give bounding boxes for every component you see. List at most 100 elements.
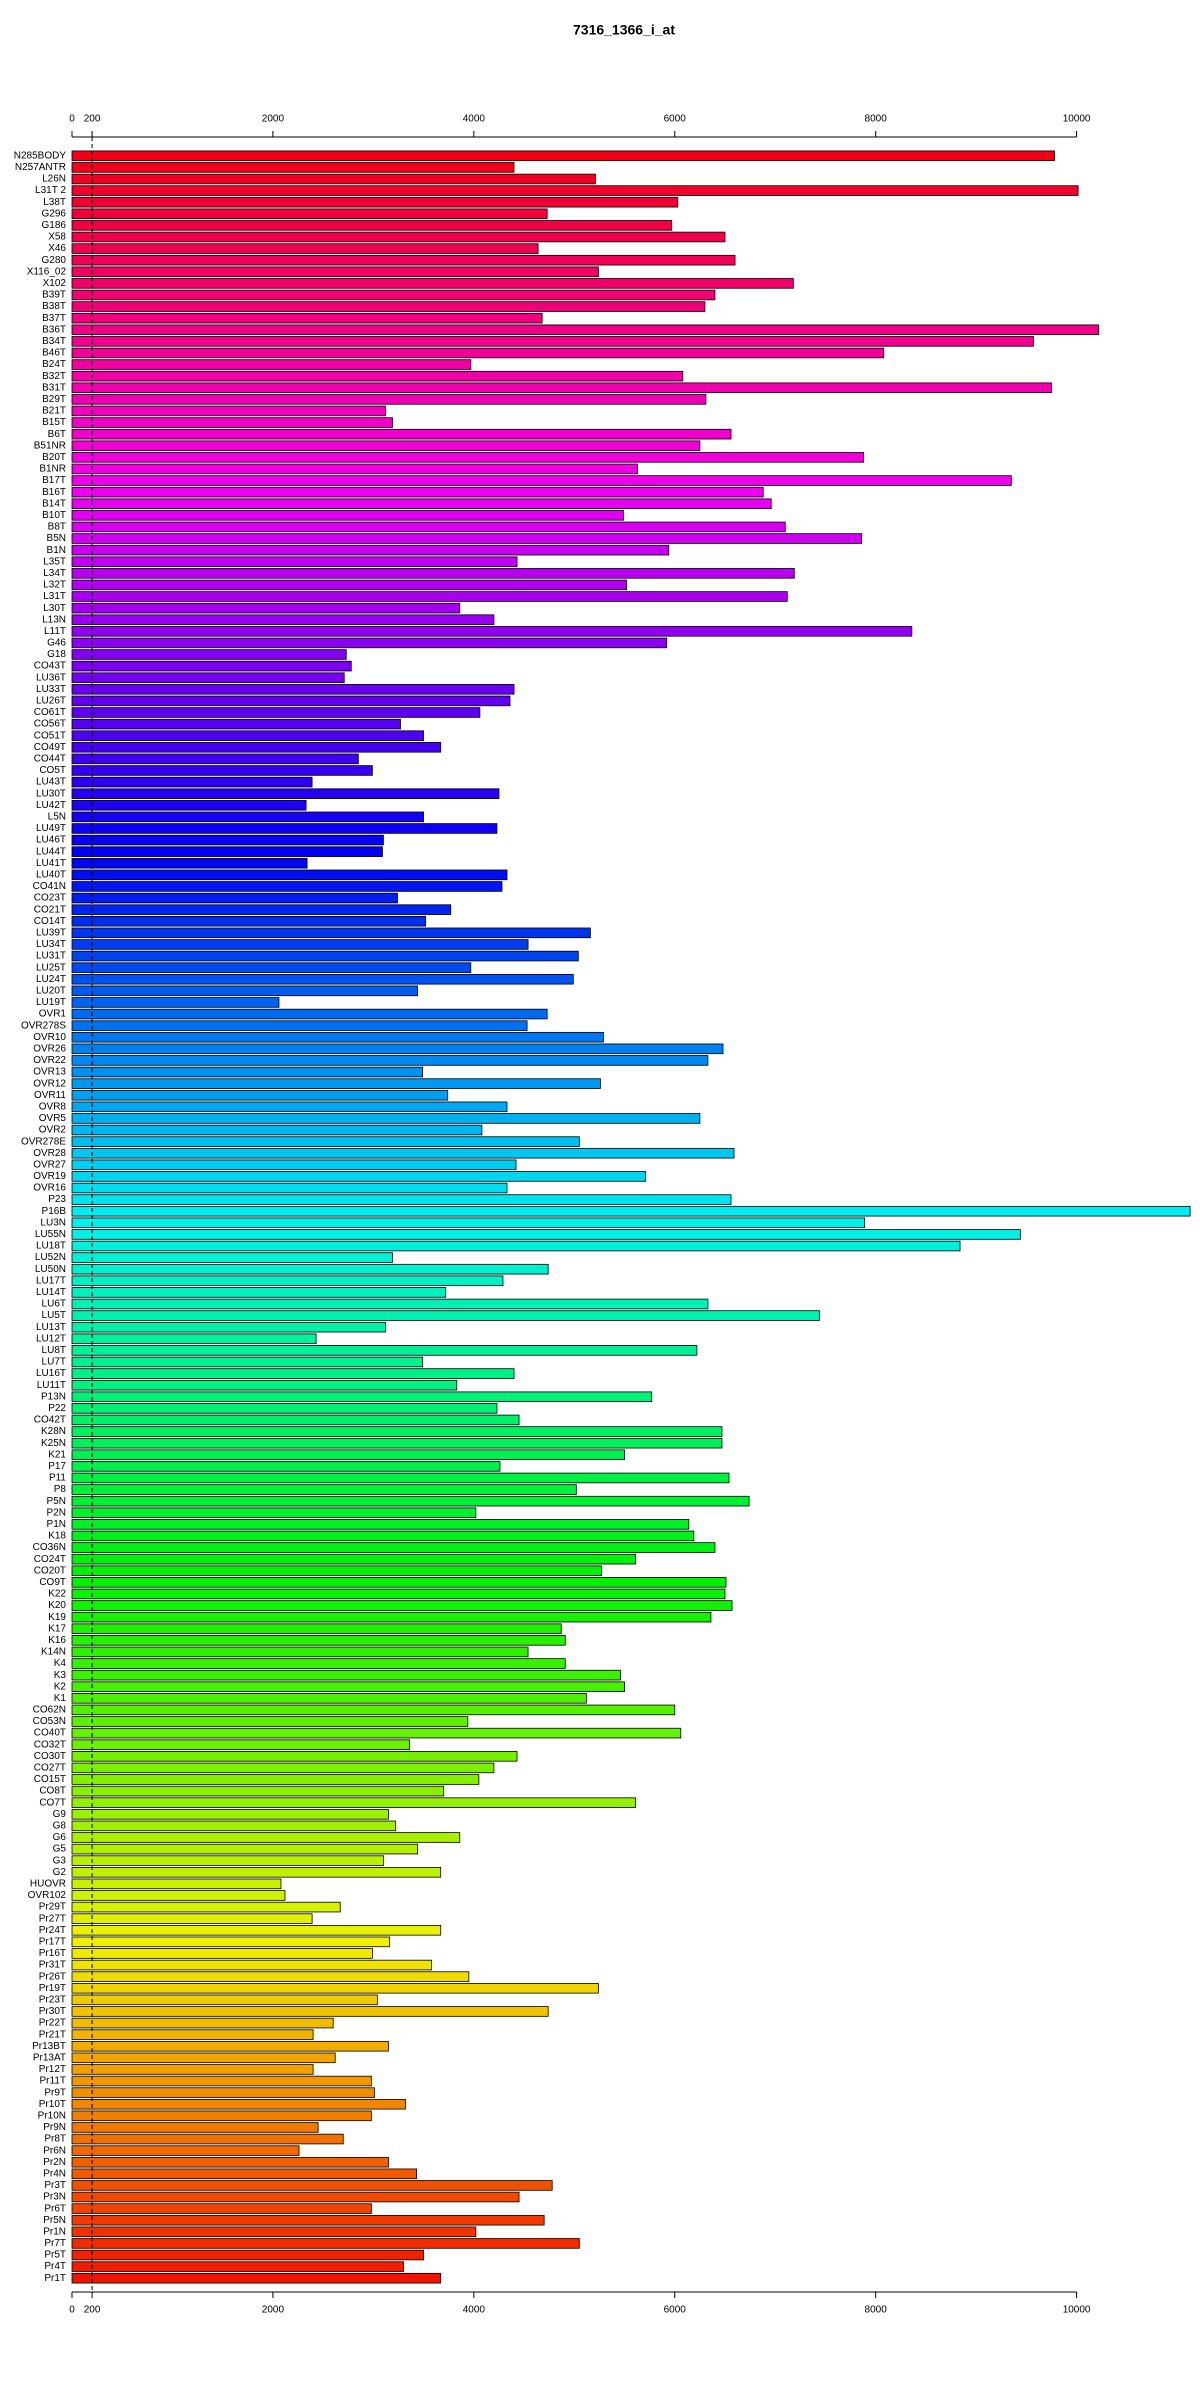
y-tick-label: Pr16T [39,1948,66,1959]
bar [71,1623,562,1634]
y-tick-label: B24T [42,359,66,370]
bar [71,765,373,776]
bar [71,614,495,625]
bar [71,266,599,278]
y-tick-label: B39T [42,290,66,301]
y-tick-label: L31T [43,591,66,602]
bar [71,1878,282,1890]
y-tick-label: K1 [54,1693,67,1704]
y-tick-label: OVR10 [33,1032,66,1043]
bar [71,1449,625,1461]
y-tick-label: L34T [43,568,66,579]
y-tick-label: B36T [42,324,66,335]
bar [71,173,596,185]
y-tick-label: K3 [54,1670,67,1681]
bar [71,892,398,904]
bar [71,2133,344,2145]
y-tick-label: B31T [42,382,66,393]
bar [71,695,511,707]
bar [71,660,352,672]
bar [71,1240,961,1252]
bar [71,927,591,939]
y-tick-label: LU55N [35,1229,66,1240]
y-tick-label: Pr10N [38,2110,66,2121]
y-tick-label: N257ANTR [15,162,66,173]
bar [71,997,280,1008]
bar [71,1055,709,1066]
y-tick-label: Pr4T [44,2261,66,2272]
y-tick-label: CO42T [34,1415,66,1426]
bar [71,962,472,973]
bar [71,417,393,428]
y-tick-label: G5 [53,1844,67,1855]
y-tick-label: P5N [47,1496,66,1507]
y-tick-label: Pr13AT [33,2052,66,2063]
bar [71,1565,602,1577]
bar [71,1472,730,1484]
y-tick-label: B16T [42,487,66,498]
y-tick-label: LU19T [36,997,66,1008]
bar [71,1855,384,1866]
y-tick-label: LU17T [36,1275,66,1286]
bar [71,1379,458,1391]
bar [71,626,913,637]
bar [71,1936,390,1948]
bar [71,1762,495,1774]
bar [71,2249,425,2261]
bar [71,857,308,869]
y-tick-label: OVR19 [33,1171,66,1182]
y-tick-label: B51NR [34,440,66,451]
y-tick-label: K4 [54,1658,67,1669]
y-tick-label: X46 [48,243,66,254]
bar [71,2156,389,2168]
bar [71,243,539,254]
bar [71,347,885,359]
y-tick-label: L31T 2 [35,185,66,196]
bar [71,359,472,370]
y-tick-label: Pr6T [44,2203,66,2214]
y-tick-label: P17 [48,1461,66,1472]
y-tick-label: LU14T [36,1287,66,1298]
y-tick-label: OVR26 [33,1043,66,1054]
bar [71,1959,433,1971]
y-tick-label: P2N [47,1507,66,1518]
bar [71,1484,577,1495]
bar [71,1553,636,1565]
bar [71,1252,393,1263]
y-tick-label: CO51T [34,730,66,741]
bar [71,1774,480,1785]
y-tick-label: G9 [53,1809,67,1820]
bar [71,1948,373,1959]
bar [71,370,684,382]
bar [71,2087,375,2098]
y-tick-label: LU50N [35,1264,66,1275]
bar [71,2272,442,2284]
bar [71,684,515,695]
bar [71,1832,461,1843]
y-tick-label: K21 [48,1449,66,1460]
y-tick-label: CO40T [34,1728,66,1739]
y-tick-label: CO56T [34,719,66,730]
y-tick-label: CO5T [39,765,66,776]
y-tick-label: CO8T [39,1786,66,1797]
y-tick-label: OVR27 [33,1159,66,1170]
bar [71,2145,300,2156]
y-tick-label: P13N [41,1391,66,1402]
bar [71,231,726,243]
bar [71,2261,404,2272]
y-tick-label: CO21T [34,904,66,915]
y-tick-label: G18 [47,649,66,660]
y-tick-label: LU18T [36,1241,66,1252]
bar [71,1217,866,1229]
bar [71,1182,508,1194]
bar [71,1345,698,1356]
x-tick-label: 8000 [865,2305,888,2316]
y-tick-label: G280 [42,255,67,266]
x-tick-label: 8000 [865,114,888,125]
y-tick-label: Pr3N [43,2192,66,2203]
y-tick-label: CO62N [33,1705,66,1716]
bar [71,544,670,556]
bar [71,1820,396,1832]
y-tick-label: LU39T [36,927,66,938]
bar [71,498,772,510]
